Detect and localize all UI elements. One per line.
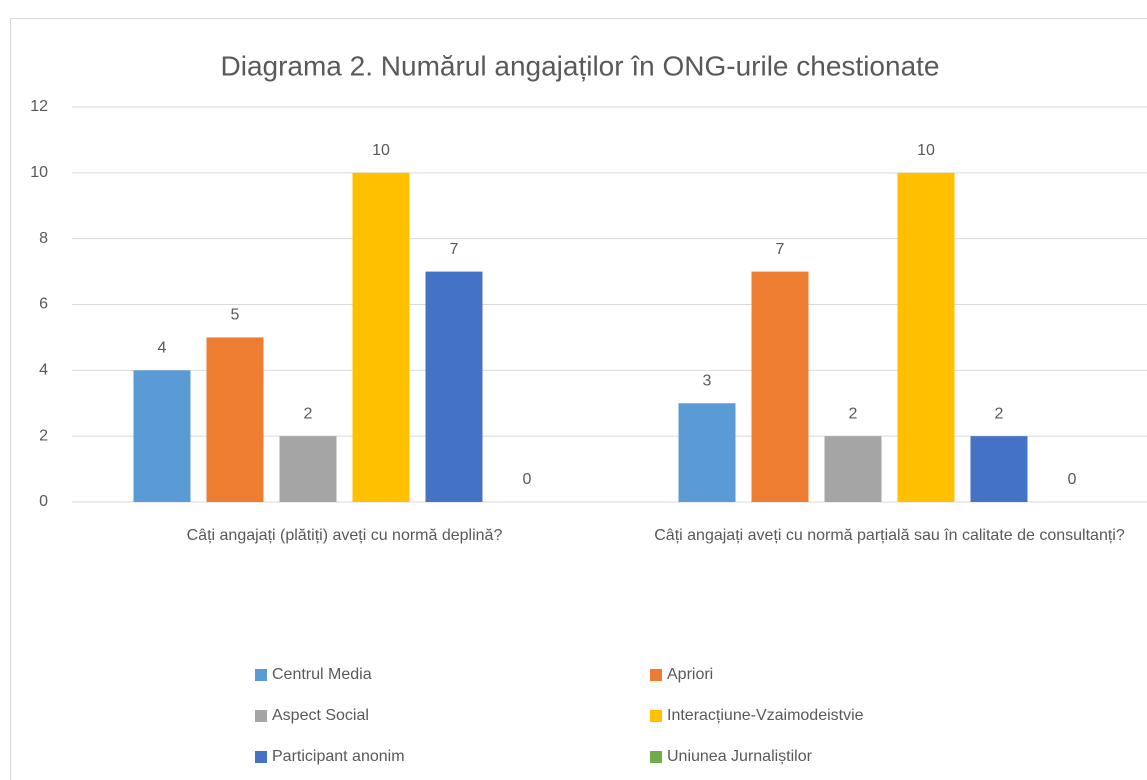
data-label: 3 <box>703 372 712 389</box>
bar <box>678 403 736 502</box>
bar <box>970 436 1028 502</box>
legend-label: Centrul Media <box>272 666 372 683</box>
data-label: 4 <box>158 340 167 357</box>
bar <box>352 172 410 503</box>
legend-swatch <box>255 751 267 763</box>
x-tick-label: Câți angajați (plătiți) aveți cu normă d… <box>187 527 503 544</box>
data-label: 10 <box>917 142 935 159</box>
y-tick-label: 10 <box>30 164 48 181</box>
legend-swatch <box>255 669 267 681</box>
y-tick-label: 0 <box>39 493 48 510</box>
legend-swatch <box>650 669 662 681</box>
bar <box>751 271 809 502</box>
data-label: 2 <box>849 405 858 422</box>
chart-title: Diagrama 2. Numărul angajaților în ONG-u… <box>221 50 940 81</box>
y-tick-label: 12 <box>30 98 48 115</box>
y-tick-label: 4 <box>39 362 48 379</box>
x-tick-label: Câți angajați aveți cu normă parțială sa… <box>654 527 1125 544</box>
y-tick-label: 6 <box>39 296 48 313</box>
legend-label: Participant anonim <box>272 748 405 765</box>
bar <box>425 271 483 502</box>
bar <box>279 436 337 502</box>
legend-label: Interacțiune-Vzaimodeistvie <box>667 707 864 724</box>
data-label: 0 <box>1068 471 1077 488</box>
bar <box>133 370 191 502</box>
legend-swatch <box>650 710 662 722</box>
data-label: 5 <box>231 307 240 324</box>
data-label: 0 <box>523 471 532 488</box>
y-tick-label: 8 <box>39 230 48 247</box>
data-label: 7 <box>450 241 459 258</box>
data-label: 2 <box>304 405 313 422</box>
bar <box>206 337 264 502</box>
bar <box>897 172 955 503</box>
y-tick-label: 2 <box>39 427 48 444</box>
legend-label: Aspect Social <box>272 707 369 724</box>
legend-label: Apriori <box>667 666 713 683</box>
data-label: 2 <box>995 405 1004 422</box>
chart-border <box>10 18 1147 780</box>
bar <box>824 436 882 502</box>
legend-swatch <box>650 751 662 763</box>
legend-label: Uniunea Jurnaliștilor <box>667 748 813 765</box>
data-label: 7 <box>776 241 785 258</box>
legend-swatch <box>255 710 267 722</box>
data-label: 10 <box>372 142 390 159</box>
